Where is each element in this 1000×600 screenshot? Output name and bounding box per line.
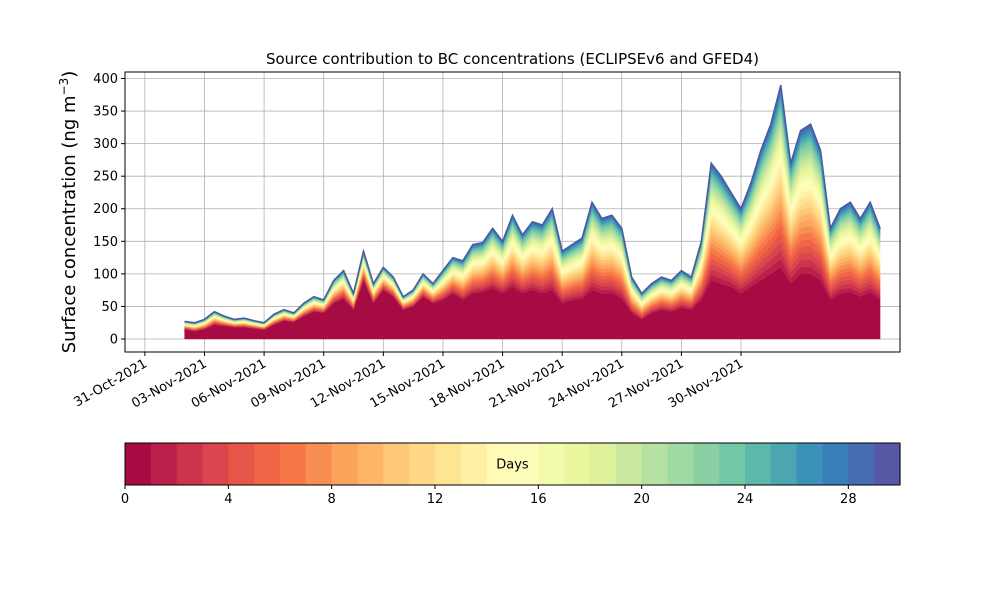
- colorbar-segment-23: [719, 443, 746, 485]
- colorbar-segment-27: [822, 443, 849, 485]
- y-axis-label: Surface concentration (ng m−3): [57, 71, 80, 354]
- colorbar-segment-18: [590, 443, 617, 485]
- colorbar-segment-16: [538, 443, 565, 485]
- y-tick-label: 200: [93, 202, 118, 217]
- colorbar-tick-label: 0: [121, 492, 129, 507]
- colorbar-tick-label: 4: [224, 492, 232, 507]
- colorbar-segment-5: [254, 443, 281, 485]
- colorbar-segment-17: [564, 443, 591, 485]
- colorbar-tick-label: 28: [840, 492, 857, 507]
- y-tick-label: 300: [93, 137, 118, 152]
- colorbar-segment-25: [770, 443, 798, 485]
- colorbar-segment-12: [435, 443, 462, 485]
- y-tick-label: 400: [93, 72, 118, 87]
- colorbar-segment-8: [331, 443, 359, 485]
- colorbar-frame: [124, 442, 901, 486]
- colorbar-segment-29: [874, 443, 901, 485]
- colorbar-segment-26: [796, 443, 824, 485]
- colorbar-segment-9: [357, 443, 384, 485]
- colorbar-segment-13: [460, 443, 488, 485]
- colorbar-segment-4: [228, 443, 255, 485]
- plot-frame: [124, 71, 901, 353]
- colorbar-tick-label: 20: [633, 492, 650, 507]
- colorbar-segment-6: [280, 443, 307, 485]
- y-tick-label: 350: [93, 105, 118, 120]
- colorbar-segment-11: [409, 443, 436, 485]
- colorbar-segment-21: [667, 443, 694, 485]
- y-tick-label: 100: [93, 267, 118, 282]
- colorbar-tick-label: 12: [427, 492, 444, 507]
- y-tick-label: 50: [101, 300, 118, 315]
- colorbar-label: Days: [496, 458, 529, 473]
- colorbar-tick-label: 24: [737, 492, 754, 507]
- y-tick-label: 0: [110, 332, 118, 347]
- colorbar-segment-20: [641, 443, 669, 485]
- colorbar-segment-15: [512, 443, 539, 485]
- colorbar-segment-19: [615, 443, 643, 485]
- colorbar-segment-3: [202, 443, 229, 485]
- total-line: [184, 84, 881, 324]
- y-tick-label: 250: [93, 170, 118, 185]
- chart-title: Source contribution to BC concentrations…: [266, 50, 759, 68]
- colorbar-segment-14: [486, 443, 514, 485]
- colorbar-segment-10: [383, 443, 410, 485]
- colorbar-segment-1: [150, 443, 178, 485]
- colorbar-segment-24: [745, 443, 772, 485]
- colorbar-segment-28: [848, 443, 875, 485]
- colorbar-segment-2: [176, 443, 204, 485]
- colorbar-segment-7: [305, 443, 333, 485]
- colorbar-tick-label: 16: [530, 492, 547, 507]
- y-tick-label: 150: [93, 235, 118, 250]
- colorbar-segment-22: [693, 443, 720, 485]
- colorbar-segment-0: [125, 443, 152, 485]
- colorbar-tick-label: 8: [328, 492, 336, 507]
